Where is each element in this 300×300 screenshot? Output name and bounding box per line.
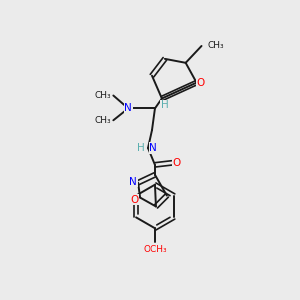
Text: N: N	[124, 103, 132, 113]
Text: N: N	[149, 143, 157, 153]
Text: H: H	[137, 143, 145, 153]
Text: OCH₃: OCH₃	[143, 244, 167, 253]
Text: H: H	[161, 100, 169, 110]
Text: O: O	[172, 158, 181, 168]
Text: O: O	[130, 194, 138, 205]
Text: N: N	[129, 177, 137, 187]
Text: CH₃: CH₃	[95, 91, 111, 100]
Text: O: O	[196, 78, 205, 88]
Text: CH₃: CH₃	[208, 41, 224, 50]
Text: CH₃: CH₃	[95, 116, 111, 125]
